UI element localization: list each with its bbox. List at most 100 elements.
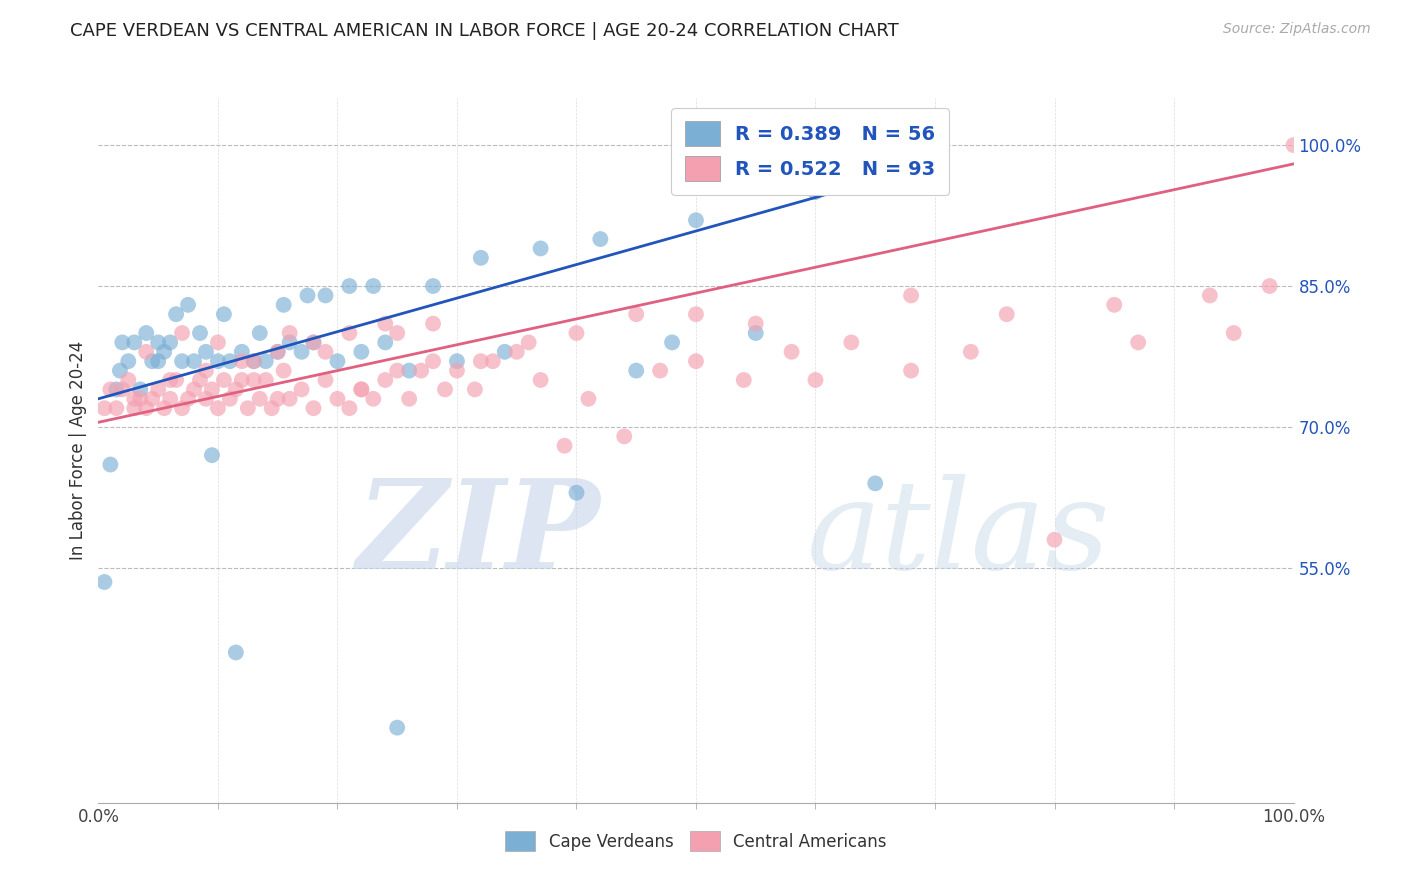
Point (506, 344, 529, 359)
Point (1199, 288, 1222, 302)
Point (482, 354, 505, 368)
Point (685, 213, 707, 227)
Point (865, 476, 887, 491)
Point (249, 392, 271, 406)
Point (326, 354, 349, 368)
Text: ZIP: ZIP (357, 475, 600, 596)
Point (626, 363, 648, 377)
Point (236, 401, 259, 416)
Point (374, 373, 396, 387)
Point (254, 354, 277, 368)
Point (494, 344, 516, 359)
Point (398, 363, 420, 377)
Point (530, 373, 553, 387)
Point (554, 439, 576, 453)
Point (267, 344, 290, 359)
Point (900, 363, 922, 377)
Point (153, 344, 176, 359)
Point (111, 335, 134, 350)
Point (219, 392, 242, 406)
Point (291, 344, 314, 359)
Point (98, 458, 122, 472)
Point (780, 344, 803, 359)
Point (207, 354, 229, 368)
Point (153, 401, 176, 416)
Point (374, 335, 396, 350)
Point (231, 344, 253, 359)
Point (129, 383, 152, 397)
Point (339, 401, 361, 416)
Point (135, 326, 157, 340)
Point (117, 354, 139, 368)
Point (183, 383, 205, 397)
Point (93, 574, 115, 589)
Point (339, 326, 361, 340)
Point (207, 401, 229, 416)
Point (148, 383, 170, 397)
Point (260, 401, 283, 416)
Point (225, 645, 247, 659)
Point (578, 392, 600, 406)
Point (1128, 335, 1150, 350)
Point (111, 383, 134, 397)
Point (302, 401, 325, 416)
Point (135, 401, 157, 416)
Point (385, 721, 409, 735)
Point (745, 326, 768, 340)
Point (249, 326, 271, 340)
Point (273, 298, 295, 312)
Point (98, 383, 122, 397)
Point (148, 354, 170, 368)
Point (1104, 298, 1126, 312)
Legend: Cape Verdeans, Central Americans: Cape Verdeans, Central Americans (499, 824, 893, 858)
Point (278, 335, 301, 350)
Point (685, 307, 707, 321)
Point (411, 363, 433, 377)
Point (273, 363, 295, 377)
Point (108, 363, 131, 377)
Point (243, 373, 266, 387)
Point (350, 383, 373, 397)
Point (195, 363, 218, 377)
Point (267, 392, 290, 406)
Point (177, 298, 200, 312)
Point (565, 326, 588, 340)
Point (589, 232, 612, 246)
Y-axis label: In Labor Force | Age 20-24: In Labor Force | Age 20-24 (69, 341, 87, 560)
Point (231, 373, 253, 387)
Point (1043, 533, 1066, 547)
Point (422, 279, 444, 293)
Point (172, 401, 194, 416)
Point (291, 383, 314, 397)
Text: Source: ZipAtlas.com: Source: ZipAtlas.com (1223, 22, 1371, 37)
Point (212, 373, 235, 387)
Point (350, 344, 373, 359)
Point (201, 383, 224, 397)
Point (661, 335, 683, 350)
Point (231, 354, 253, 368)
Point (995, 307, 1018, 321)
Point (464, 383, 486, 397)
Point (446, 354, 468, 368)
Point (422, 317, 444, 331)
Text: CAPE VERDEAN VS CENTRAL AMERICAN IN LABOR FORCE | AGE 20-24 CORRELATION CHART: CAPE VERDEAN VS CENTRAL AMERICAN IN LABO… (70, 22, 898, 40)
Point (165, 307, 187, 321)
Point (1258, 279, 1281, 293)
Point (278, 392, 301, 406)
Point (177, 392, 200, 406)
Point (219, 354, 242, 368)
Point (446, 363, 468, 377)
Point (243, 354, 266, 368)
Point (207, 335, 229, 350)
Point (297, 288, 319, 302)
Point (626, 307, 648, 321)
Point (315, 344, 337, 359)
Point (105, 401, 128, 416)
Point (302, 335, 325, 350)
Point (195, 392, 218, 406)
Point (733, 373, 755, 387)
Point (302, 335, 325, 350)
Point (183, 354, 205, 368)
Point (339, 279, 361, 293)
Point (363, 279, 385, 293)
